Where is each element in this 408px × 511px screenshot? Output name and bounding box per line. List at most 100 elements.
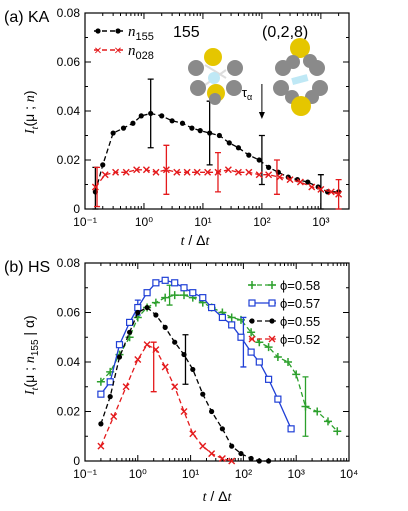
error-bar	[240, 316, 247, 368]
panel-b-legend: ϕ=0.58 ϕ=0.57 ϕ=0.55 ϕ=0.52	[248, 278, 320, 347]
x-tick-label: 10⁻¹	[73, 467, 97, 481]
data-point	[162, 324, 168, 330]
data-point	[317, 185, 325, 193]
data-point	[209, 408, 215, 415]
data-point	[286, 176, 294, 184]
data-point	[97, 442, 105, 450]
data-point	[255, 358, 263, 366]
legend-marker	[249, 318, 255, 324]
data-point	[96, 377, 105, 386]
x-tick-label: 10¹	[182, 467, 199, 481]
x-tick-label: 10⁻¹	[73, 215, 97, 229]
x-tick-label: 10³	[288, 467, 305, 481]
data-point	[237, 333, 245, 341]
data-point	[292, 370, 301, 379]
y-tick-label: 0.06	[57, 55, 81, 69]
cluster-155-image	[188, 48, 243, 105]
data-point	[101, 171, 109, 179]
data-point	[207, 130, 213, 136]
b-series-2	[98, 304, 272, 464]
cluster-155-label: 155	[173, 24, 200, 41]
data-point	[218, 313, 226, 322]
data-point	[97, 390, 105, 398]
data-point	[179, 120, 186, 126]
data-point	[180, 408, 188, 415]
data-point	[228, 457, 236, 465]
data-point	[235, 145, 242, 151]
data-point	[153, 312, 159, 318]
data-point	[181, 351, 187, 358]
panel-b-xlabel: t / Δt	[203, 488, 233, 505]
data-point	[159, 113, 165, 119]
data-point	[200, 391, 206, 397]
panel-b-label: (b) HS	[4, 259, 50, 276]
y-tick-label: 0	[73, 202, 80, 216]
data-point	[287, 425, 295, 433]
data-point	[189, 430, 197, 438]
error-bar	[317, 174, 324, 210]
data-point	[180, 284, 188, 292]
data-point	[218, 455, 226, 463]
panel-b-ticks	[84, 262, 350, 462]
panel-a: (a) KA 00.020.040.060.08 10⁻¹ 10⁰ 10¹ 10² 10…	[4, 6, 350, 249]
y-tick-label: 0.08	[57, 6, 81, 20]
data-point	[106, 378, 114, 386]
data-point	[138, 113, 144, 119]
data-point	[126, 318, 134, 326]
data-point	[116, 354, 123, 360]
data-point	[246, 152, 252, 158]
legend-label: ϕ=0.55	[280, 314, 320, 329]
data-point	[255, 171, 263, 179]
data-point	[171, 279, 179, 287]
b-series-3	[97, 341, 236, 465]
data-point	[170, 291, 179, 300]
data-point	[143, 289, 151, 297]
panel-a-x-tick-labels: 10⁻¹ 10⁰ 10¹ 10² 10³	[73, 215, 329, 229]
legend-marker	[268, 299, 276, 307]
panel-a-series	[91, 78, 343, 210]
data-point	[228, 321, 236, 329]
data-point	[193, 168, 201, 176]
data-point	[112, 168, 120, 176]
data-point	[229, 443, 235, 449]
data-point	[148, 110, 154, 117]
data-point	[152, 279, 160, 287]
data-point	[142, 166, 150, 174]
data-point	[208, 303, 216, 312]
data-point	[189, 125, 195, 131]
tau-alpha-annotation: τα	[242, 84, 265, 119]
tau-alpha-label: τα	[242, 85, 252, 102]
error-bar	[94, 166, 101, 208]
data-point	[216, 132, 222, 139]
data-point	[91, 183, 99, 191]
y-tick-label: 0.04	[57, 104, 81, 118]
data-point	[227, 313, 236, 322]
x-tick-label: 10⁰	[129, 467, 147, 481]
data-point	[134, 303, 142, 312]
data-point	[197, 128, 203, 134]
data-point	[134, 356, 142, 364]
data-point	[115, 341, 124, 349]
data-point	[107, 394, 113, 400]
data-point	[133, 166, 141, 174]
x-tick-label: 10⁴	[340, 467, 359, 481]
x-tick-label: 10¹	[194, 215, 211, 229]
data-point	[305, 179, 311, 185]
data-point	[161, 276, 169, 284]
data-point	[162, 166, 170, 174]
legend-marker	[268, 335, 276, 343]
b-series-1	[97, 276, 295, 433]
data-point	[264, 343, 273, 352]
data-point	[190, 366, 196, 373]
panel-b-y-tick-labels: 0 0.02 0.04 0.06 0.08	[57, 256, 81, 468]
series-line	[100, 294, 338, 432]
data-point	[248, 455, 254, 462]
legend-label-n155: n155	[128, 24, 154, 43]
data-point	[161, 293, 170, 302]
data-point	[127, 329, 133, 335]
panel-a-y-tick-labels: 0 0.02 0.04 0.06 0.08	[57, 6, 81, 216]
data-point	[266, 164, 272, 170]
y-tick-label: 0	[73, 454, 80, 468]
cluster-028-image	[273, 38, 328, 116]
panel-b-series	[96, 276, 342, 465]
